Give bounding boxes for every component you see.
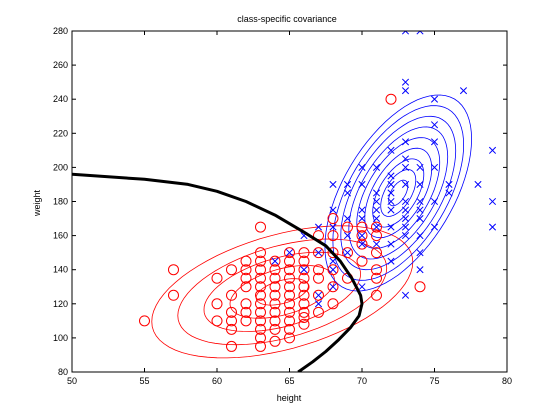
plot-frame [72,31,507,372]
y-tick-label: 240 [53,94,68,104]
axis-ticks: 50 55 60 65 70 75 80 80 100 120 140 160 180 200 220 240… [53,26,512,386]
x-point-55 [417,267,423,273]
x-point-40 [388,173,394,179]
circle-point-11 [227,265,237,275]
circle-point-82 [372,290,382,300]
x-axis-label: height [277,393,302,403]
x-point-33 [388,258,394,264]
x-point-46 [402,207,408,213]
circle-point-78 [357,256,367,266]
x-point-64 [431,224,437,230]
x-point-75 [489,198,495,204]
x-point-17 [344,190,350,196]
x-point-31 [373,190,379,196]
x-point-34 [388,241,394,247]
circle-point-31 [256,222,266,232]
x-point-70 [446,190,452,196]
contour-ellipse-1-4 [357,138,440,249]
x-tick-label: 65 [284,376,294,386]
x-point-74 [489,224,495,230]
x-point-76 [489,147,495,153]
x-point-35 [388,224,394,230]
circle-point-3 [212,316,222,326]
circle-point-63 [314,307,324,317]
x-point-62 [417,164,423,170]
x-point-66 [431,164,437,170]
circle-point-89 [415,282,425,292]
y-tick-label: 100 [53,333,68,343]
x-point-59 [417,207,423,213]
contour-ellipse-1-2 [373,159,424,227]
x-point-10 [330,258,336,264]
x-point-11 [330,224,336,230]
y-tick-label: 120 [53,299,68,309]
x-tick-label: 60 [212,376,222,386]
x-point-47 [402,198,408,204]
chart-title: class-specific covariance [237,14,337,24]
circle-point-1 [169,290,179,300]
x-point-2 [301,267,307,273]
x-point-15 [344,232,350,238]
x-point-44 [402,224,408,230]
x-point-0 [272,258,278,264]
y-tick-label: 260 [53,60,68,70]
circle-point-77 [343,222,353,232]
x-tick-label: 55 [139,376,149,386]
y-tick-label: 140 [53,265,68,275]
x-point-8 [330,284,336,290]
x-tick-label: 75 [429,376,439,386]
circle-point-74 [328,214,338,224]
circle-point-0 [140,316,150,326]
x-tick-label: 70 [357,376,367,386]
circle-point-88 [386,94,396,104]
x-point-22 [359,215,365,221]
circle-point-2 [169,265,179,275]
contour-ellipse-0-3 [178,239,387,345]
circle-point-4 [212,299,222,309]
x-point-13 [330,181,336,187]
x-point-39 [388,181,394,187]
x-point-52 [402,87,408,93]
x-point-73 [475,181,481,187]
x-point-28 [373,215,379,221]
y-tick-label: 200 [53,162,68,172]
x-point-42 [402,292,408,298]
x-point-26 [373,241,379,247]
circle-point-5 [212,273,222,283]
circle-point-6 [227,341,237,351]
y-axis-label: weight [32,189,42,217]
y-tick-label: 280 [53,26,68,36]
x-point-9 [330,267,336,273]
x-point-23 [359,207,365,213]
x-point-5 [315,292,321,298]
x-point-18 [344,181,350,187]
y-tick-label: 220 [53,128,68,138]
x-point-21 [359,232,365,238]
x-point-57 [417,232,423,238]
x-point-50 [402,156,408,162]
x-point-19 [359,284,365,290]
contour-ellipse-0-4 [152,226,413,358]
x-point-36 [388,207,394,213]
x-point-53 [402,79,408,85]
x-point-4 [315,301,321,307]
y-tick-label: 180 [53,197,68,207]
x-point-69 [431,96,437,102]
plot-area [72,28,496,372]
x-point-68 [431,122,437,128]
x-point-72 [460,87,466,93]
x-point-51 [402,139,408,145]
x-tick-label: 80 [502,376,512,386]
x-point-29 [373,207,379,213]
y-tick-label: 160 [53,231,68,241]
y-tick-label: 80 [58,367,68,377]
x-tick-label: 50 [67,376,77,386]
x-point-45 [402,215,408,221]
x-point-14 [344,249,350,255]
